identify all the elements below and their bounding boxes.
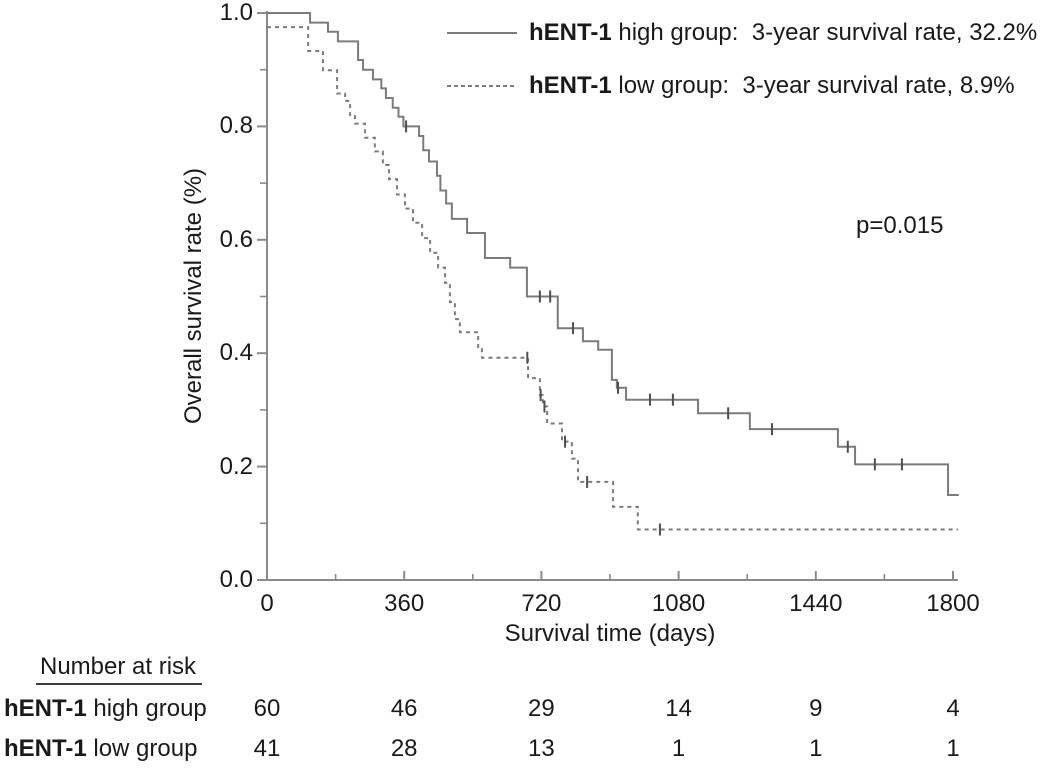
risk-row-high-label-rest: high group <box>86 695 207 722</box>
x-tick-label: 360 <box>384 590 425 617</box>
risk-count: 13 <box>528 735 555 762</box>
risk-count: 60 <box>253 695 281 722</box>
risk-count: 14 <box>665 695 692 722</box>
risk-row-low-label: hENT-1 low group <box>4 735 197 763</box>
risk-count: 28 <box>390 735 418 762</box>
y-tick-label: 0.6 <box>219 225 253 253</box>
risk-count: 41 <box>253 735 281 762</box>
legend-label-low: hENT-1 low group: 3-year survival rate, … <box>529 72 1015 100</box>
y-tick-label: 0.2 <box>219 452 253 480</box>
y-tick-label: 0.0 <box>219 566 253 593</box>
legend-label-low-rest: low group: 3-year survival rate, 8.9% <box>611 72 1015 99</box>
risk-row-low-label-rest: low group <box>86 735 198 762</box>
risk-row-low-label-bold: hENT-1 <box>4 735 87 762</box>
x-tick-label: 720 <box>521 590 562 617</box>
risk-row-high-label: hENT-1 high group <box>4 695 207 723</box>
x-tick-label: 1440 <box>789 590 843 617</box>
low-group-curve <box>267 26 958 531</box>
risk-table-title: Number at risk <box>36 653 203 685</box>
risk-count: 1 <box>809 735 823 762</box>
dashed-line-sample <box>447 85 517 87</box>
legend-label-high: hENT-1 high group: 3-year survival rate,… <box>529 19 1037 47</box>
y-tick-label: 1.0 <box>219 0 253 26</box>
risk-count: 1 <box>671 735 686 762</box>
risk-count: 9 <box>809 695 823 722</box>
high-group-curve <box>267 12 959 496</box>
risk-count: 1 <box>946 735 960 762</box>
legend-item-low-group: hENT-1 low group: 3-year survival rate, … <box>447 72 1015 100</box>
p-value-annotation: p=0.015 <box>856 212 944 239</box>
x-tick-label: 1800 <box>926 590 980 617</box>
risk-row-low: hENT-1 low group 41 28 13 1 1 1 <box>0 735 1059 763</box>
risk-row-high: hENT-1 high group 60 46 29 14 9 4 <box>0 695 1059 723</box>
x-tick-label: 1080 <box>651 590 706 617</box>
x-tick-label: 0 <box>260 590 274 617</box>
risk-row-high-label-bold: hENT-1 <box>4 695 87 722</box>
legend-label-high-bold: hENT-1 <box>529 19 612 46</box>
y-tick-label: 0.8 <box>219 112 253 140</box>
legend-label-high-rest: high group: 3-year survival rate, 32.2% <box>611 19 1038 46</box>
x-axis-title: Survival time (days) <box>504 620 716 647</box>
legend-item-high-group: hENT-1 high group: 3-year survival rate,… <box>447 19 1037 47</box>
risk-count: 46 <box>390 695 418 722</box>
legend-label-low-bold: hENT-1 <box>529 72 612 99</box>
solid-line-sample <box>447 32 517 34</box>
y-tick-label: 0.4 <box>219 339 253 367</box>
y-axis-title: Overall survival rate (%) <box>180 167 207 425</box>
risk-count: 4 <box>946 695 960 722</box>
risk-count: 29 <box>528 695 555 722</box>
